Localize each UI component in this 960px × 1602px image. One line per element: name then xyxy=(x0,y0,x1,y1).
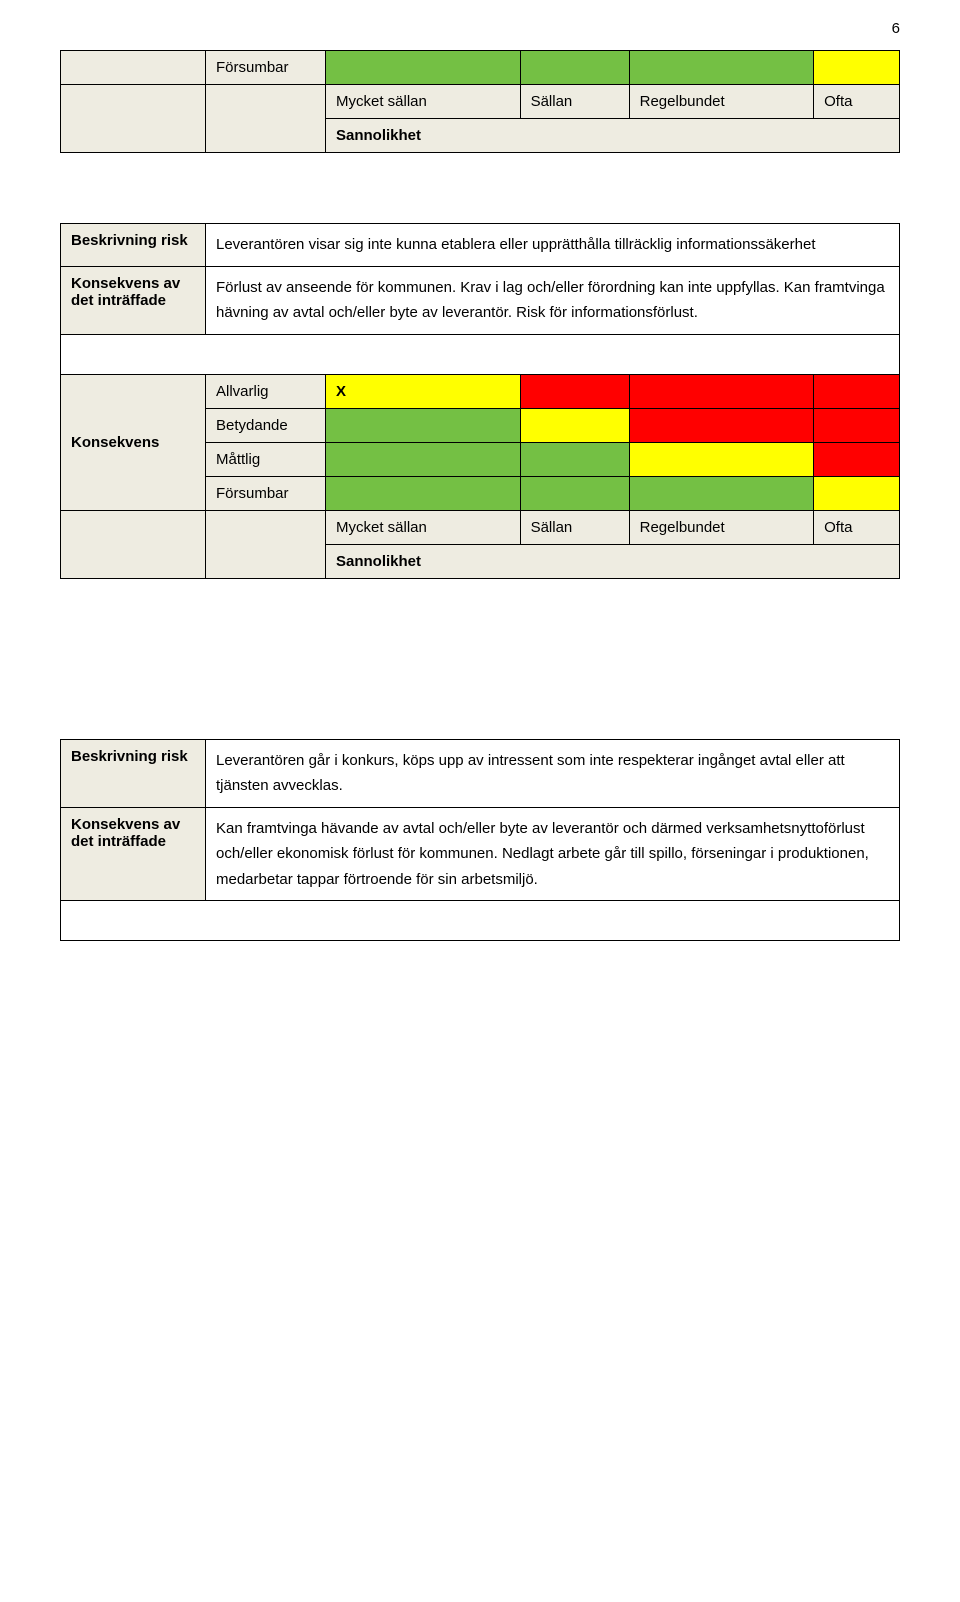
matrix2-cell-betydande-1 xyxy=(326,408,521,442)
desc2-beskrivning-label: Beskrivning risk xyxy=(61,739,206,807)
description-table-2: Beskrivning risk Leverantören går i konk… xyxy=(60,739,900,942)
matrix2-cell-mattlig-1 xyxy=(326,442,521,476)
matrix2-freq-1: Mycket sällan xyxy=(326,510,521,544)
matrix2-level-allvarlig: Allvarlig xyxy=(206,374,326,408)
matrix2-cell-allvarlig-3 xyxy=(629,374,814,408)
desc1-konsekvens-text: Förlust av anseende för kommunen. Krav i… xyxy=(206,266,900,334)
desc1-beskrivning-text: Leverantören visar sig inte kunna etable… xyxy=(206,224,900,267)
matrix2-cell-mattlig-3 xyxy=(629,442,814,476)
matrix2-level-mattlig: Måttlig xyxy=(206,442,326,476)
matrix2-cell-forsumbar-2 xyxy=(520,476,629,510)
matrix2-freq-3: Regelbundet xyxy=(629,510,814,544)
matrix1-freq-2: Sällan xyxy=(520,85,629,119)
matrix1-cell-forsumbar-2 xyxy=(520,51,629,85)
matrix1-left-empty xyxy=(61,51,206,85)
matrix2-cell-allvarlig-4 xyxy=(814,374,900,408)
matrix1-freq-1: Mycket sällan xyxy=(326,85,521,119)
matrix1-level-forsumbar: Försumbar xyxy=(206,51,326,85)
matrix2-cell-forsumbar-1 xyxy=(326,476,521,510)
matrix1-freq-3: Regelbundet xyxy=(629,85,814,119)
matrix1-sannolikhet: Sannolikhet xyxy=(326,119,900,153)
desc2-spacer xyxy=(61,901,900,941)
desc1-konsekvens-label: Konsekvens av det inträffade xyxy=(61,266,206,334)
matrix2-cell-betydande-2 xyxy=(520,408,629,442)
matrix2-sannolikhet: Sannolikhet xyxy=(326,544,900,578)
desc1-beskrivning-label: Beskrivning risk xyxy=(61,224,206,267)
matrix2-freq-2: Sällan xyxy=(520,510,629,544)
page-number: 6 xyxy=(892,20,900,37)
matrix1-cell-forsumbar-4 xyxy=(814,51,900,85)
description-table-1: Beskrivning risk Leverantören visar sig … xyxy=(60,223,900,375)
risk-matrix-1: Försumbar Mycket sällan Sällan Regelbund… xyxy=(60,50,900,153)
matrix2-konsekvens-label: Konsekvens xyxy=(61,374,206,510)
matrix1-left-empty2 xyxy=(61,85,206,153)
matrix2-left-empty xyxy=(61,510,206,578)
matrix2-freq-4: Ofta xyxy=(814,510,900,544)
matrix2-cell-mattlig-2 xyxy=(520,442,629,476)
desc2-konsekvens-label: Konsekvens av det inträffade xyxy=(61,807,206,901)
matrix2-cell-forsumbar-3 xyxy=(629,476,814,510)
matrix1-cell-forsumbar-1 xyxy=(326,51,521,85)
matrix1-cell-forsumbar-3 xyxy=(629,51,814,85)
desc1-spacer xyxy=(61,334,900,374)
matrix2-level-empty xyxy=(206,510,326,578)
matrix1-freq-4: Ofta xyxy=(814,85,900,119)
matrix2-cell-forsumbar-4 xyxy=(814,476,900,510)
matrix2-cell-betydande-3 xyxy=(629,408,814,442)
desc2-beskrivning-text: Leverantören går i konkurs, köps upp av … xyxy=(206,739,900,807)
matrix2-cell-mattlig-4 xyxy=(814,442,900,476)
matrix2-cell-allvarlig-2 xyxy=(520,374,629,408)
risk-matrix-2: Konsekvens Allvarlig X Betydande Måttlig… xyxy=(60,374,900,579)
desc2-konsekvens-text: Kan framtvinga hävande av avtal och/elle… xyxy=(206,807,900,901)
matrix2-level-forsumbar: Försumbar xyxy=(206,476,326,510)
matrix2-cell-allvarlig-1: X xyxy=(326,374,521,408)
matrix2-level-betydande: Betydande xyxy=(206,408,326,442)
matrix1-level-empty xyxy=(206,85,326,153)
matrix2-cell-betydande-4 xyxy=(814,408,900,442)
